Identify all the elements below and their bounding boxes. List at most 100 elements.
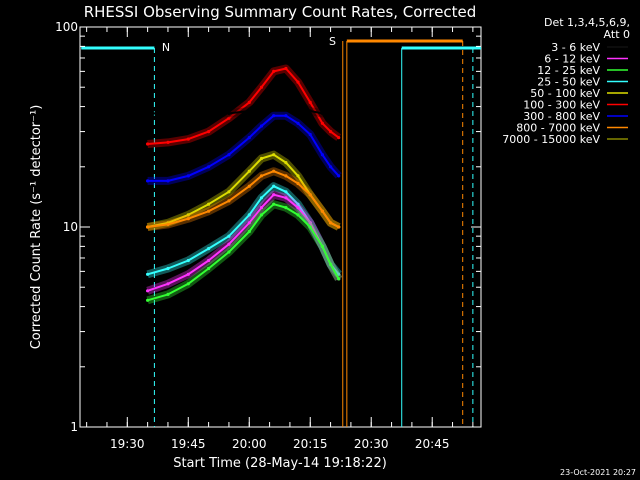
data-point	[329, 111, 333, 115]
chart-title: RHESSI Observing Summary Count Rates, Co…	[84, 3, 477, 21]
series-300-800-kev	[146, 111, 342, 185]
data-point	[259, 85, 264, 89]
data-point	[227, 190, 231, 194]
series-line-12-25	[147, 203, 340, 302]
data-point	[207, 165, 211, 169]
detectors-label: Det 1,3,4,5,6,9,	[544, 16, 630, 29]
data-point	[259, 206, 264, 210]
legend-label: 100 - 300 keV	[523, 99, 600, 112]
data-point	[207, 130, 211, 134]
data-point	[247, 213, 251, 217]
data-point	[284, 174, 288, 178]
data-point	[166, 292, 170, 296]
data-point	[166, 222, 170, 226]
legend-item: 800 - 7000 keV	[516, 122, 628, 135]
data-point	[247, 221, 251, 225]
series-line-3-6	[147, 99, 339, 115]
data-point	[146, 142, 150, 146]
legend-item: 7000 - 15000 keV	[502, 133, 628, 146]
data-point	[207, 258, 211, 263]
data-point	[207, 266, 211, 271]
data-point	[284, 161, 288, 165]
y-tick-label: 100	[55, 20, 78, 34]
data-point	[227, 234, 231, 238]
data-point	[227, 111, 231, 115]
data-point	[284, 98, 288, 102]
data-point	[272, 184, 276, 188]
data-point	[296, 202, 300, 206]
legend-item: 50 - 100 keV	[530, 87, 628, 100]
data-point	[207, 202, 211, 206]
legend-label: 300 - 800 keV	[523, 110, 600, 123]
data-point	[296, 121, 300, 125]
data-point	[247, 184, 251, 188]
legend-label: 12 - 25 keV	[537, 64, 600, 77]
y-tick-label: 10	[63, 220, 78, 234]
data-point	[296, 174, 300, 178]
annotation-n: N	[162, 41, 170, 54]
series-100-300-kev	[146, 64, 342, 148]
data-point	[320, 209, 324, 213]
data-point	[227, 242, 231, 246]
data-point	[337, 111, 341, 115]
legend-item: 300 - 800 keV	[523, 110, 628, 123]
legend-item: 6 - 12 keV	[544, 53, 628, 66]
data-point	[166, 140, 170, 144]
data-point	[272, 153, 276, 157]
data-point	[227, 116, 231, 120]
data-point	[296, 102, 300, 106]
data-point	[308, 193, 312, 197]
data-point	[186, 213, 190, 217]
data-point	[308, 132, 312, 137]
data-point	[259, 102, 264, 106]
data-point	[186, 111, 190, 115]
data-point	[166, 266, 170, 271]
data-point	[259, 156, 264, 161]
data-point	[247, 229, 251, 234]
data-point	[329, 130, 333, 134]
legend-item: 100 - 300 keV	[523, 99, 628, 112]
data-point	[320, 111, 324, 115]
y-tick-label: 1	[70, 420, 78, 434]
legend-item: 25 - 50 keV	[537, 76, 628, 89]
data-point	[259, 196, 264, 200]
annotation-s: S	[329, 35, 336, 48]
data-point	[207, 209, 211, 213]
data-point	[186, 272, 190, 276]
data-point	[296, 206, 300, 210]
data-point	[259, 124, 264, 128]
data-point	[186, 282, 190, 286]
series-layer	[146, 64, 343, 305]
data-point	[146, 298, 150, 302]
attenuator-label: Att 0	[604, 28, 630, 41]
legend-label: 50 - 100 keV	[530, 87, 600, 100]
data-point	[284, 114, 288, 118]
data-point	[337, 277, 341, 281]
data-point	[146, 272, 150, 276]
data-point	[337, 272, 341, 276]
data-point	[320, 244, 324, 248]
data-point	[146, 225, 150, 229]
data-point	[308, 221, 312, 225]
axes-layer: 1 10 100 19:30 19:45 20:00 20:15 20:30 20:45	[55, 20, 481, 451]
data-point	[166, 282, 170, 286]
data-point	[284, 190, 288, 194]
data-point	[272, 69, 276, 73]
x-axis-label: Start Time (28-May-14 19:18:22)	[173, 456, 387, 471]
legend-label: 6 - 12 keV	[544, 53, 600, 66]
series-line-300-800	[147, 114, 340, 182]
data-point	[227, 199, 231, 203]
data-point	[227, 250, 231, 254]
series-line-800-7000	[147, 170, 340, 228]
data-point	[284, 206, 288, 210]
data-point	[337, 174, 341, 178]
data-point	[337, 225, 341, 229]
series-800-7000-kev	[146, 167, 341, 231]
legend-label: 800 - 7000 keV	[516, 122, 600, 135]
x-tick-label: 20:00	[232, 437, 267, 451]
data-point	[296, 213, 300, 217]
data-point	[186, 174, 190, 178]
data-point	[146, 179, 150, 183]
